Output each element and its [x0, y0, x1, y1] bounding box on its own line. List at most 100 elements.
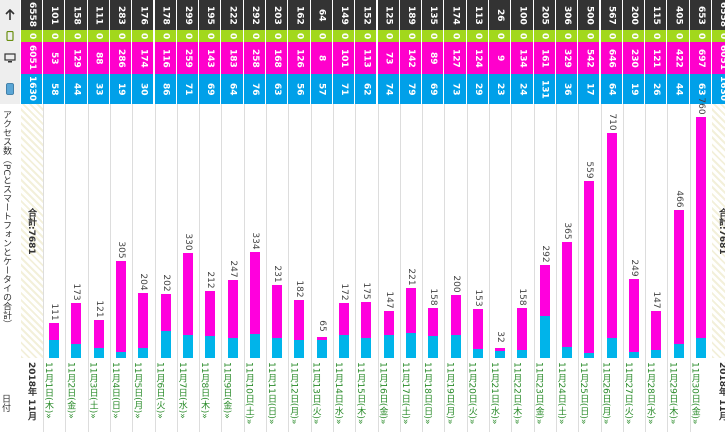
- summary-cyan: 1630: [21, 74, 43, 104]
- date-link-text[interactable]: 11月21日(水)»: [489, 362, 499, 425]
- date-link-text[interactable]: 11月7日(水)»: [176, 362, 187, 419]
- date-link[interactable]: 11月9日(金)»: [221, 358, 243, 436]
- day-magenta: 113: [355, 42, 378, 74]
- date-link[interactable]: 11月30日(金)»: [690, 358, 712, 436]
- summary-total-label: 合計:7681: [717, 208, 725, 258]
- bar-value-label: 249: [628, 259, 639, 277]
- date-link[interactable]: 11月29日(木)»: [667, 358, 689, 436]
- day-green-text: 0: [695, 32, 706, 40]
- bar-cyan: [205, 336, 216, 358]
- column-divider: [176, 104, 178, 432]
- date-link-text[interactable]: 11月30日(金)»: [689, 362, 700, 425]
- date-link-text[interactable]: 11月15日(木)»: [355, 362, 366, 425]
- date-link-text[interactable]: 11月12日(月)»: [288, 362, 299, 425]
- bar-total: [272, 284, 283, 358]
- date-link[interactable]: 11月21日(水)»: [489, 358, 511, 436]
- day-column: 158 0 129 44 173 11月2日(金)»: [65, 0, 88, 432]
- date-link[interactable]: 11月15日(木)»: [355, 358, 377, 436]
- date-link[interactable]: 11月14日(水)»: [333, 358, 355, 436]
- date-link-text[interactable]: 11月24日(土)»: [555, 362, 566, 425]
- date-link[interactable]: 11月11日(日)»: [266, 358, 288, 436]
- date-link-text[interactable]: 11月9日(金)»: [221, 362, 232, 419]
- day-total: 189: [399, 0, 423, 30]
- date-link[interactable]: 11月2日(金)»: [65, 358, 87, 436]
- day-green: 0: [266, 30, 289, 42]
- date-link[interactable]: 11月27日(火)»: [623, 358, 645, 436]
- date-link-text[interactable]: 11月26日(月)»: [600, 362, 611, 425]
- date-link[interactable]: 11月1日(木)»: [43, 358, 65, 436]
- bar-total: [428, 307, 439, 358]
- date-link[interactable]: 11月20日(火)»: [467, 358, 489, 436]
- summary-cyan-text: 1630: [27, 76, 37, 102]
- date-link-text[interactable]: 11月14日(水)»: [332, 362, 343, 425]
- date-link[interactable]: 11月4日(日)»: [110, 358, 132, 436]
- date-link-text[interactable]: 11月8日(木)»: [199, 362, 210, 419]
- bar-cyan: [71, 344, 82, 358]
- date-link-text[interactable]: 11月11日(日)»: [266, 362, 276, 425]
- date-link-text[interactable]: 11月5日(月)»: [132, 362, 143, 419]
- date-link[interactable]: 11月17日(土)»: [400, 358, 422, 436]
- day-magenta: 230: [622, 42, 646, 74]
- date-header-text: 日付: [0, 394, 10, 412]
- day-cyan-text: 44: [673, 82, 684, 96]
- date-link[interactable]: 11月3日(土)»: [88, 358, 110, 436]
- bar-value-label: 204: [138, 273, 149, 291]
- date-link[interactable]: 11月16日(金)»: [378, 358, 400, 436]
- summary-magenta-text: 6051: [27, 45, 37, 71]
- date-link[interactable]: 11月28日(水)»: [645, 358, 667, 436]
- bar-value-label: 212: [205, 271, 216, 289]
- date-link[interactable]: 11月24日(土)»: [556, 358, 578, 436]
- date-link-text[interactable]: 11月28日(水)»: [645, 362, 656, 425]
- day-green: 0: [43, 30, 66, 42]
- day-column: 125 0 73 74 147 11月16日(金)»: [377, 0, 400, 432]
- day-green-text: 0: [227, 32, 238, 40]
- bar-value-label: 172: [339, 283, 350, 301]
- date-link[interactable]: 11月10日(土)»: [244, 358, 266, 436]
- date-link-text[interactable]: 11月23日(金)»: [533, 362, 544, 425]
- date-link-text[interactable]: 11月13日(火)»: [310, 362, 321, 425]
- summary-total-label-text: 合計:7681: [717, 208, 725, 255]
- date-link-text[interactable]: 11月25日(日)»: [578, 362, 589, 425]
- date-link-text[interactable]: 11月22日(木)»: [511, 362, 522, 425]
- date-link-text[interactable]: 11月27日(火)»: [622, 362, 633, 425]
- date-link[interactable]: 11月6日(火)»: [155, 358, 177, 436]
- date-link[interactable]: 11月5日(月)»: [132, 358, 154, 436]
- day-column: 195 0 143 69 212 11月8日(木)»: [199, 0, 222, 432]
- day-column: 178 0 116 86 202 11月6日(火)»: [154, 0, 177, 432]
- date-link[interactable]: 11月18日(日)»: [422, 358, 444, 436]
- date-link[interactable]: 11月23日(金)»: [534, 358, 556, 436]
- day-total: 222: [221, 0, 244, 30]
- column-divider: [422, 104, 424, 432]
- day-cyan-text: 23: [495, 82, 506, 96]
- day-green: 0: [154, 30, 177, 42]
- date-link-text[interactable]: 11月10日(土)»: [243, 362, 254, 425]
- summary-total-text: 6558: [27, 2, 37, 28]
- summary-total: 6558: [712, 0, 725, 30]
- day-column: 100 0 134 24 158 11月22日(木)»: [511, 0, 534, 432]
- bar-value-label: 231: [272, 265, 283, 283]
- date-link-text[interactable]: 11月16日(金)»: [377, 362, 388, 425]
- date-link[interactable]: 11月13日(火)»: [311, 358, 333, 436]
- date-link[interactable]: 11月26日(月)»: [601, 358, 623, 436]
- date-link-text[interactable]: 11月3日(土)»: [87, 362, 98, 419]
- day-magenta-text: 329: [562, 48, 573, 68]
- date-link[interactable]: 11月19日(月)»: [444, 358, 466, 436]
- date-link[interactable]: 11月7日(水)»: [177, 358, 199, 436]
- date-link-text[interactable]: 11月29日(木)»: [667, 362, 678, 425]
- day-cyan: 23: [489, 74, 512, 104]
- date-link-text[interactable]: 11月19日(月)»: [444, 362, 455, 425]
- date-link-text[interactable]: 11月17日(土)»: [399, 362, 410, 425]
- date-link[interactable]: 11月8日(木)»: [199, 358, 221, 436]
- date-link-text[interactable]: 11月18日(日)»: [422, 362, 433, 425]
- date-link[interactable]: 11月12日(月)»: [288, 358, 310, 436]
- date-link-text[interactable]: 11月20日(火)»: [466, 362, 477, 425]
- date-link-text[interactable]: 11月4日(日)»: [109, 362, 120, 419]
- day-total-text: 283: [116, 5, 127, 25]
- date-link-text[interactable]: 11月2日(金)»: [65, 362, 76, 419]
- day-column: 111 0 88 33 121 11月3日(土)»: [87, 0, 110, 432]
- date-link[interactable]: 11月22日(木)»: [511, 358, 533, 436]
- date-link[interactable]: 11月25日(日)»: [578, 358, 600, 436]
- date-link-text[interactable]: 11月1日(木)»: [43, 362, 53, 419]
- date-link-text[interactable]: 11月6日(火)»: [154, 362, 165, 419]
